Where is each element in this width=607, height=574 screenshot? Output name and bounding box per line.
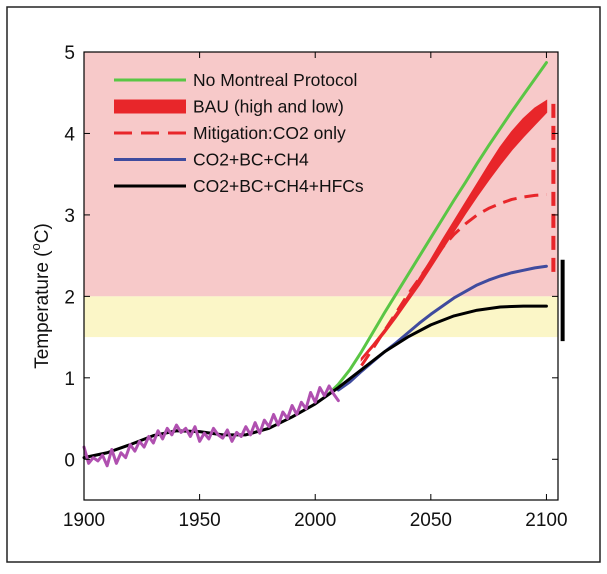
axes-box — [83, 51, 559, 501]
legend-label: BAU (high and low) — [193, 97, 344, 117]
legend-label: Mitigation:CO2 only — [193, 123, 346, 143]
y-tick-label: 4 — [64, 124, 75, 145]
y-tick-label: 5 — [64, 43, 75, 64]
x-tick-label: 1900 — [63, 510, 105, 531]
threshold-band-0 — [84, 52, 558, 297]
threshold-band-1 — [84, 296, 558, 338]
legend-label: No Montreal Protocol — [193, 70, 357, 90]
legend-label: CO2+BC+CH4 — [193, 150, 309, 170]
series-line-0 — [325, 61, 548, 398]
y-tick-label: 0 — [64, 450, 75, 471]
plot-area: 1900 1950 2000 2050 2100 0 1 2 3 4 5 No Montreal Pr… — [63, 43, 568, 531]
y-tick-label: 1 — [64, 369, 75, 390]
x-tick-label: 2000 — [294, 510, 336, 531]
legend-label: CO2+BC+CH4+HFCs — [193, 176, 364, 196]
y-tick-label: 3 — [64, 206, 75, 227]
series-line-2 — [360, 193, 547, 367]
series-line-5 — [82, 384, 340, 468]
y-axis-label-main: Temperature ( — [32, 250, 53, 369]
x-tick-label: 1950 — [178, 510, 220, 531]
y-axis-label: Temperature (oC) — [28, 223, 53, 369]
y-axis-label-unit: C) — [32, 223, 53, 243]
y-tick-label: 2 — [64, 287, 75, 308]
x-tick-label: 2050 — [410, 510, 452, 531]
x-tick-label: 2100 — [525, 510, 567, 531]
y-axis-label-sup: o — [28, 243, 43, 250]
